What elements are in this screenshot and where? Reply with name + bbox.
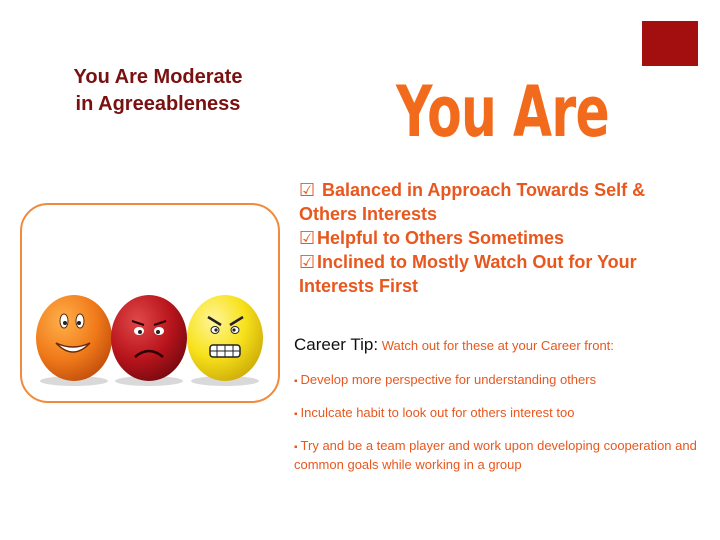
happy-egg-icon <box>36 295 112 381</box>
checkbox-icon: ☑ <box>299 252 316 272</box>
trait-text: Inclined to Mostly Watch Out for Your In… <box>299 252 637 296</box>
sad-egg-icon <box>111 295 187 381</box>
bullet-text: Develop more perspective for understandi… <box>300 372 597 387</box>
slide-title: You Are Moderate in Agreeableness <box>28 64 288 118</box>
trait-text: Balanced in Approach Towards Self & Othe… <box>299 180 646 224</box>
trait-text: Helpful to Others Sometimes <box>317 228 565 248</box>
bullet-icon: ▪ <box>294 409 298 420</box>
corner-block-decoration <box>642 21 698 66</box>
career-tip-intro: Watch out for these at your Career front… <box>381 338 614 353</box>
bullet-icon: ▪ <box>294 376 298 387</box>
trait-item: ☑ Helpful to Others Sometimes <box>299 226 699 250</box>
bullet-text: Try and be a team player and work upon d… <box>294 438 697 472</box>
trait-item: ☑ Balanced in Approach Towards Self & Ot… <box>299 178 699 226</box>
career-tip-header: Career Tip: Watch out for these at your … <box>294 334 704 357</box>
checkbox-icon: ☑ <box>299 228 316 248</box>
career-tip-label: Career Tip: <box>294 335 379 354</box>
bullet-icon: ▪ <box>294 442 298 453</box>
career-tip-bullet: ▪ Try and be a team player and work upon … <box>294 437 704 473</box>
career-tip-section: Career Tip: Watch out for these at your … <box>294 334 704 473</box>
bullet-text: Inculcate habit to look out for others i… <box>300 405 575 420</box>
career-tip-bullet: ▪ Develop more perspective for understand… <box>294 371 704 390</box>
checkbox-icon: ☑ <box>299 180 316 200</box>
egg-faces-image <box>20 203 280 403</box>
three-egg-faces-icon <box>36 295 263 386</box>
career-tip-bullet: ▪ Inculcate habit to look out for others … <box>294 404 704 423</box>
title-line-1: You Are Moderate <box>73 66 243 88</box>
traits-list: ☑ Balanced in Approach Towards Self & Ot… <box>299 178 699 298</box>
trait-item: ☑ Inclined to Mostly Watch Out for Your I… <box>299 250 699 298</box>
headline: You Are <box>396 71 610 153</box>
angry-egg-icon <box>187 295 263 381</box>
title-line-2: in Agreeableness <box>75 93 241 115</box>
